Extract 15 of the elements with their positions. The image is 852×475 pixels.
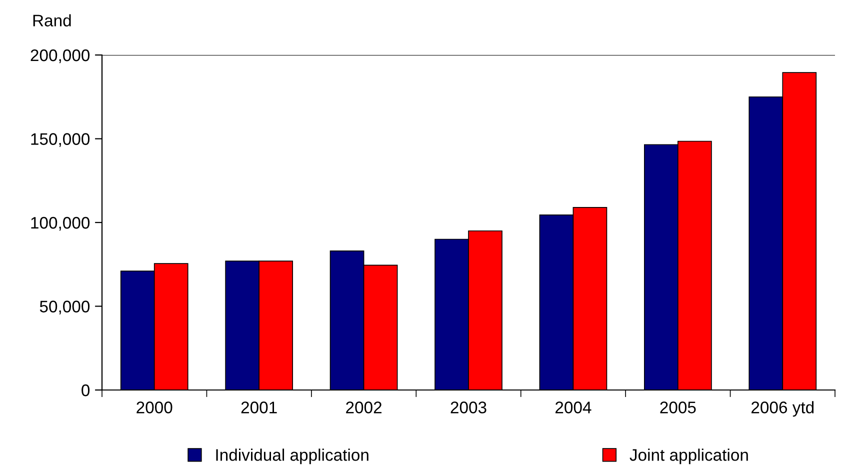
x-tick-label: 2003 — [450, 402, 486, 414]
y-tick-label: 200,000 — [30, 49, 90, 64]
x-tick-label: 2004 — [556, 402, 592, 414]
y-tick-label: 0 — [82, 384, 90, 396]
x-tick-label: 2001 — [241, 402, 277, 414]
x-tick-label: 2005 — [660, 402, 696, 414]
y-tick-label: 150,000 — [31, 133, 90, 147]
x-tick-label: 2002 — [346, 402, 382, 414]
x-tick-label: 2006 ytd — [752, 401, 814, 417]
y-tick-label: 100,000 — [31, 216, 90, 231]
y-tick-label: 50,000 — [40, 300, 90, 314]
y-axis-title: Rand — [33, 14, 71, 26]
legend-label: Individual application — [216, 448, 368, 464]
x-tick-label: 2000 — [136, 402, 172, 414]
legend-label: Joint application — [630, 448, 748, 464]
